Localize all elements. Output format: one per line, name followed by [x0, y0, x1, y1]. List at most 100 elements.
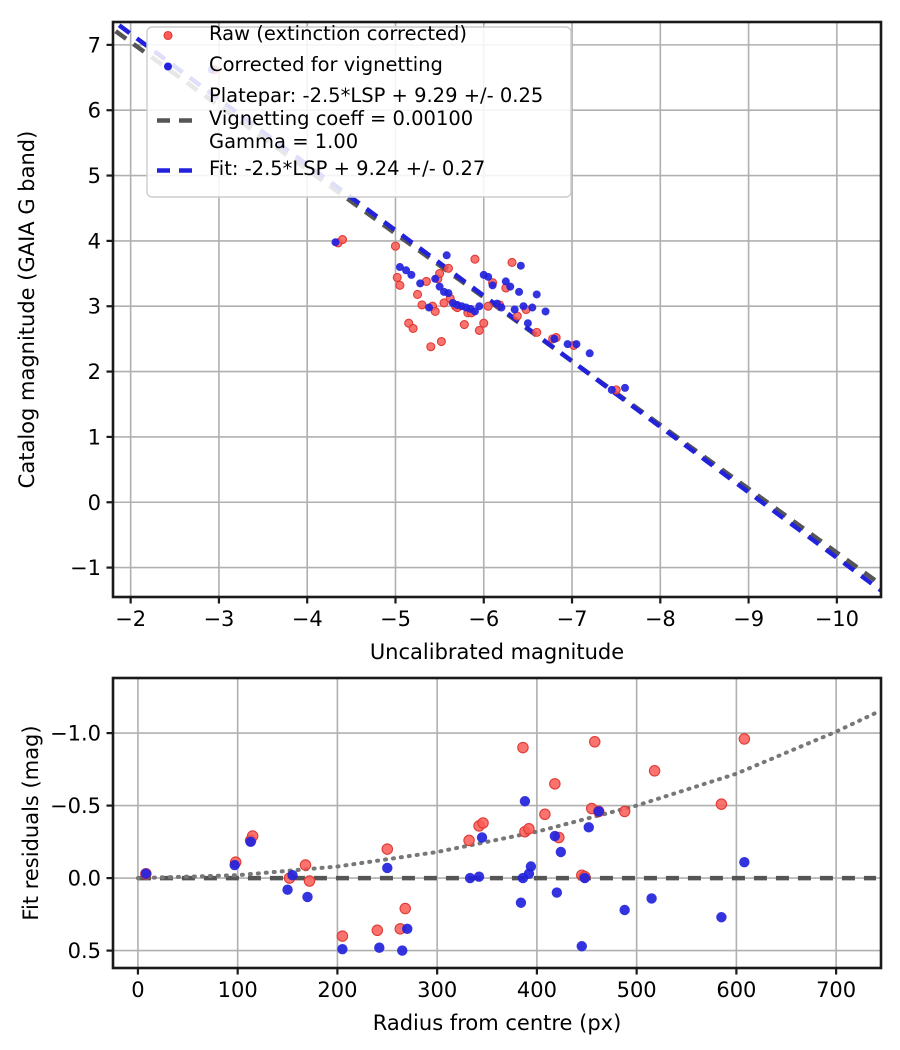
data-point	[501, 277, 510, 286]
data-point	[585, 349, 594, 358]
data-point	[648, 765, 661, 777]
data-point	[436, 336, 446, 347]
data-point	[426, 342, 436, 352]
data-point	[618, 805, 631, 818]
data-point	[716, 912, 727, 923]
data-point	[435, 269, 445, 279]
data-point	[484, 272, 493, 281]
data-point	[607, 385, 616, 394]
legend-entry: Corrected for vignetting	[164, 53, 443, 76]
legend-label: Corrected for vignetting	[209, 53, 443, 76]
data-point	[299, 859, 312, 871]
data-point	[515, 287, 524, 296]
xtick-label: −4	[292, 607, 323, 631]
legend-marker-point	[164, 62, 172, 71]
ytick-label: 0	[88, 491, 101, 515]
x-axis-label: Uncalibrated magnitude	[370, 640, 624, 664]
axes-frame	[111, 676, 883, 970]
xtick-label: −9	[733, 607, 764, 631]
xtick-label: 0	[131, 978, 144, 1002]
gridlines	[113, 678, 881, 968]
data-point	[738, 733, 751, 745]
data-point	[229, 859, 240, 871]
data-point	[430, 306, 440, 317]
data-point	[555, 846, 567, 858]
xtick-label: −10	[815, 607, 859, 631]
data-point	[576, 941, 587, 952]
data-point	[532, 327, 542, 337]
y-axis-label: Catalog magnitude (GAIA G band)	[15, 131, 39, 489]
ytick-label: 5	[88, 164, 101, 188]
data-point	[412, 289, 423, 300]
legend-label: Platepar: -2.5*LSP + 9.29 +/- 0.25	[209, 84, 543, 107]
data-point	[473, 871, 485, 882]
data-point	[337, 235, 348, 245]
ytick-label: −1.0	[50, 722, 101, 746]
data-point	[416, 279, 425, 288]
data-point	[408, 323, 418, 334]
xtick-label: 200	[317, 978, 357, 1002]
legend-label: Gamma = 1.00	[209, 130, 358, 153]
data-point	[483, 301, 493, 311]
data-point	[287, 870, 298, 881]
xtick-label: 600	[716, 978, 756, 1002]
xtick-label: 300	[417, 978, 457, 1002]
data-point	[515, 897, 527, 908]
data-point	[549, 778, 561, 790]
data-point	[443, 263, 454, 273]
data-point	[506, 282, 515, 291]
data-point	[417, 300, 427, 310]
data-point	[532, 290, 541, 299]
data-point	[470, 254, 480, 264]
data-point	[470, 307, 479, 316]
data-point	[510, 305, 519, 314]
legend: Raw (extinction corrected) Corrected for …	[146, 22, 572, 198]
data-point	[337, 943, 348, 955]
data-point	[331, 238, 340, 247]
data-point	[588, 736, 601, 748]
data-point	[444, 289, 453, 298]
xtick-label: −6	[468, 607, 499, 631]
data-point	[572, 340, 581, 349]
data-point	[541, 307, 550, 316]
data-point	[397, 945, 408, 956]
data-point	[402, 923, 413, 935]
data-point	[395, 263, 404, 272]
data-point	[390, 241, 401, 251]
data-point	[475, 302, 484, 311]
data-point	[336, 930, 349, 942]
data-point	[382, 862, 393, 874]
data-point	[435, 282, 444, 291]
legend-entry: Platepar: -2.5*LSP + 9.29 +/- 0.25Vignet…	[157, 84, 543, 153]
data-point	[488, 281, 497, 290]
data-point	[507, 257, 517, 268]
data-point	[519, 302, 528, 311]
data-point	[402, 266, 411, 275]
data-point	[442, 251, 451, 260]
ytick-label: 6	[88, 99, 101, 123]
ytick-label: 1	[88, 425, 101, 449]
xtick-label: −7	[557, 607, 588, 631]
ytick-label: 0.5	[68, 939, 101, 963]
legend-label: Fit: -2.5*LSP + 9.24 +/- 0.27	[209, 157, 485, 180]
data-point	[523, 319, 532, 328]
data-point	[563, 340, 572, 349]
ytick-label: 7	[88, 33, 101, 57]
data-point	[392, 272, 402, 283]
data-point	[619, 904, 630, 916]
data-point	[140, 868, 152, 879]
data-point	[374, 942, 385, 953]
data-point	[539, 808, 551, 821]
data-point	[459, 319, 469, 330]
series-corrected	[140, 796, 750, 956]
data-point	[282, 884, 293, 895]
data-point	[621, 383, 629, 392]
axes-frame	[111, 20, 883, 599]
ytick-label: 3	[88, 295, 101, 319]
data-point	[439, 298, 449, 308]
data-point	[381, 843, 394, 855]
ytick-label: 2	[88, 360, 101, 384]
data-point	[431, 274, 440, 283]
data-point	[395, 280, 405, 290]
